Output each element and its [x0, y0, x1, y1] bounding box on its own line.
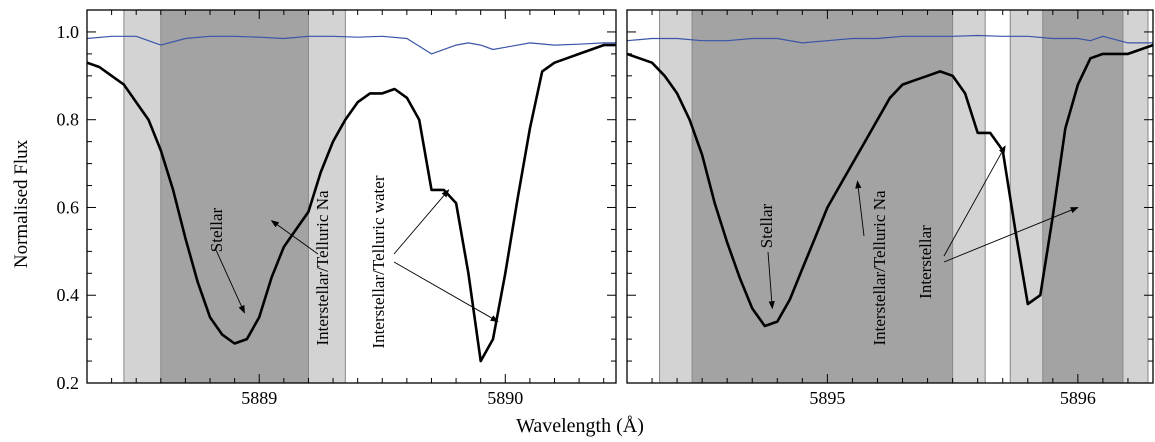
annotation-arrow-0-0-0: [215, 249, 245, 314]
flux-line-0: [86, 43, 616, 363]
y-tick-label: 0.2: [57, 373, 80, 393]
shaded-band-0-1: [160, 9, 309, 384]
annotation-arrow-0-2-1: [393, 261, 499, 323]
panel-frame-1: [626, 9, 1154, 384]
shaded-band-1-1: [691, 9, 954, 384]
annotation-arrow-1-2-0: [943, 145, 1006, 257]
x-axis-label: Wavelength (Å): [516, 415, 644, 437]
panel-frame-0: [86, 9, 617, 384]
y-axis-label: Normalised Flux: [11, 139, 32, 268]
telluric-line-1: [626, 34, 1153, 44]
y-tick-label: 0.4: [57, 285, 80, 305]
annotation-label-0-1: Interstellar/Telluric Na: [313, 190, 332, 345]
annotation-arrow-1-1-0: [855, 180, 865, 237]
annotation-arrow-1-0-0: [767, 251, 775, 310]
annotation-label-1-0: Stellar: [757, 203, 776, 248]
telluric-line-0: [86, 35, 616, 55]
y-tick-label: 0.8: [57, 110, 80, 130]
y-tick-label: 1.0: [57, 22, 80, 42]
x-tick-label: 5889: [241, 388, 277, 408]
x-tick-label: 5890: [487, 388, 523, 408]
x-tick-label: 5895: [809, 388, 845, 408]
annotation-label-1-1: Interstellar/Telluric Na: [870, 190, 889, 345]
flux-line-1: [626, 43, 1154, 328]
y-tick-label: 0.6: [57, 197, 80, 217]
annotation-arrow-0-1-0: [270, 220, 319, 255]
annotation-label-0-2: Interstellar/Telluric water: [369, 175, 388, 348]
annotation-label-1-2: Interstellar: [916, 225, 935, 299]
annotation-arrow-1-2-1: [943, 207, 1079, 263]
x-tick-label: 5896: [1060, 388, 1096, 408]
annotation-label-0-0: Stellar: [207, 207, 226, 252]
annotation-arrow-0-2-0: [393, 189, 450, 255]
